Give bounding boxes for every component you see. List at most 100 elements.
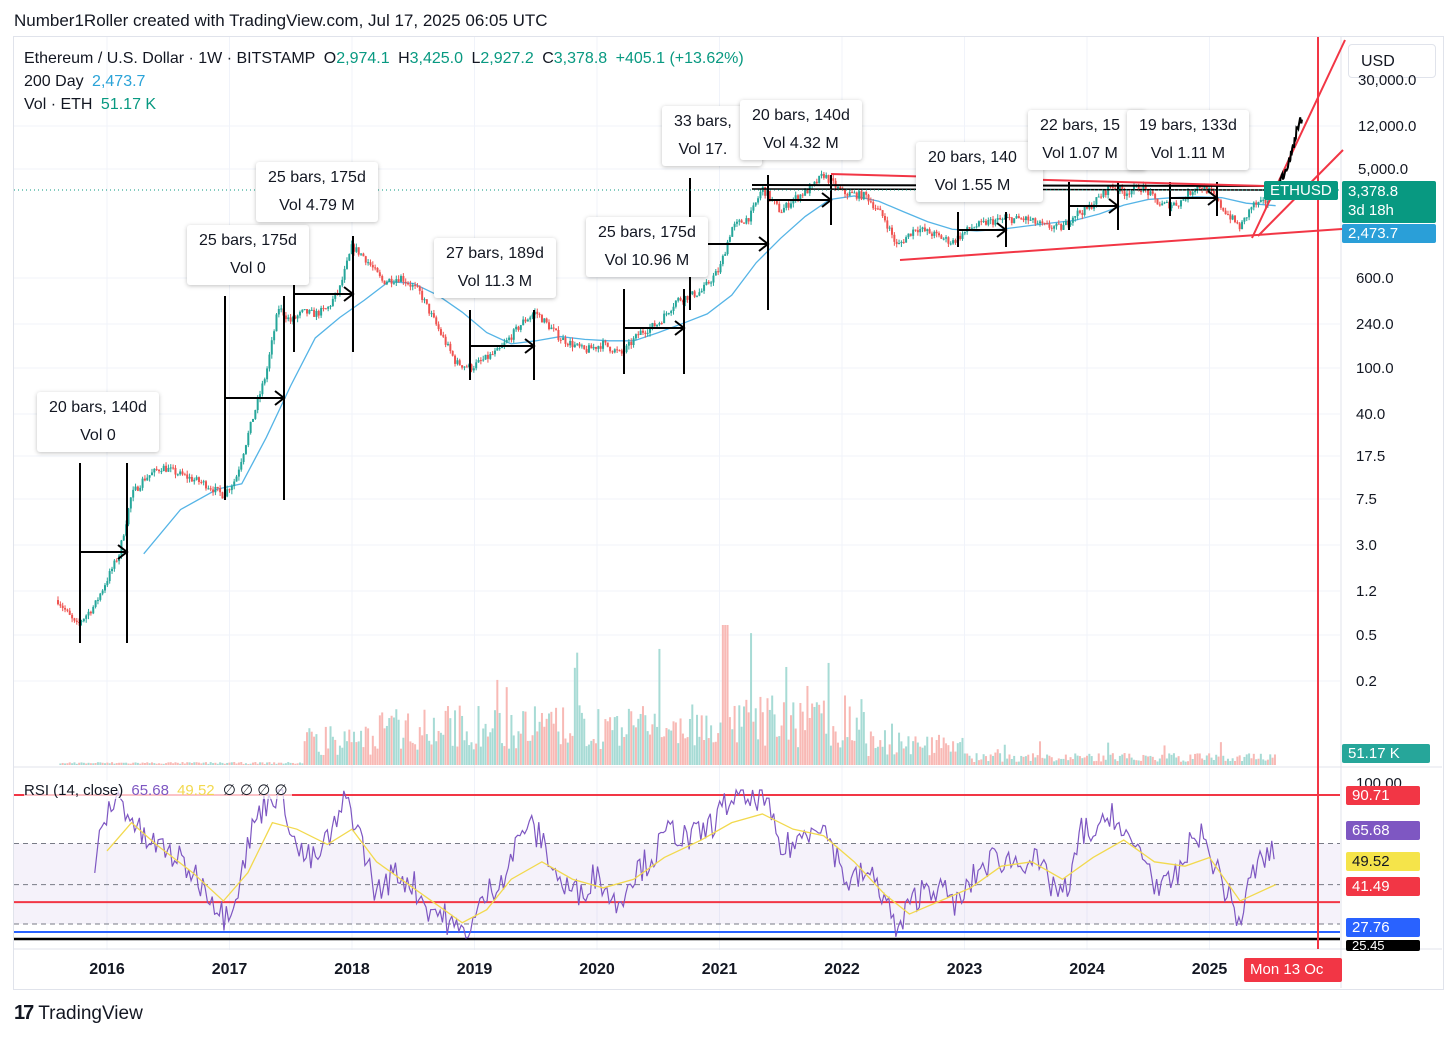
candle-body [738, 220, 741, 222]
candle-body [228, 489, 231, 491]
candle-body [945, 237, 948, 239]
volume-bar [317, 751, 320, 765]
candle-body [1053, 226, 1056, 229]
volume-bar [392, 717, 395, 765]
candle-body [996, 218, 999, 220]
candle-body [548, 322, 551, 330]
volume-bar [1046, 754, 1049, 765]
volume-bar [479, 746, 482, 765]
candle-body [369, 262, 372, 266]
volume-bar [775, 736, 778, 765]
candle-body [251, 418, 254, 422]
volume-bar [761, 712, 764, 765]
volume-bar [388, 718, 391, 765]
candle-body [1013, 218, 1016, 224]
candle-body [1161, 203, 1164, 206]
volume-bar [334, 739, 337, 765]
tradingview-logo[interactable]: 17 TradingView [14, 1002, 143, 1025]
ma-label: 200 Day [24, 73, 84, 90]
volume-bar [909, 754, 912, 765]
range-annotation[interactable]: 20 bars, 140d Vol 4.32 M [740, 100, 862, 160]
volume-bar [155, 763, 158, 765]
candle-body [310, 309, 313, 311]
volume-bar [71, 763, 74, 765]
volume-bar [524, 711, 527, 765]
low-label: L [471, 50, 481, 67]
candle-body [242, 453, 245, 462]
volume-bar [409, 741, 412, 765]
volume-bar [118, 762, 121, 765]
low-value: 2,927.2 [480, 50, 534, 67]
volume-bar [1050, 757, 1053, 765]
range-annotation[interactable]: 25 bars, 175d Vol 0 [187, 225, 309, 285]
volume-bar [916, 742, 919, 765]
rsi-legend[interactable]: RSI (14, close) 65.68 49.52 ∅ ∅ ∅ ∅ [24, 781, 292, 799]
volume-bar [1219, 742, 1222, 765]
candle-body [57, 600, 59, 605]
volume-bar [197, 762, 200, 765]
range-annotation[interactable]: 25 bars, 175d Vol 10.96 M [586, 217, 708, 277]
candle-body [400, 276, 402, 282]
range-annotation[interactable]: 20 bars, 140d Vol 0 [37, 392, 159, 452]
volume-legend[interactable]: Vol · ETH 51.17 K [24, 96, 160, 114]
volume-bar [378, 715, 381, 765]
range-annotation[interactable]: 20 bars, 140 Vol 1.55 M [916, 142, 1043, 202]
annotation-bars: 20 bars, 140d [49, 399, 147, 416]
candle-body [888, 227, 891, 229]
volume-bar [649, 734, 652, 765]
volume-bar [764, 745, 767, 765]
volume-bar [475, 743, 478, 765]
volume-bar [618, 745, 621, 765]
candle-body [446, 343, 449, 345]
candle-body [1222, 207, 1225, 211]
last-price-value: 3,378.8 [1348, 183, 1399, 200]
candle-body [959, 235, 962, 239]
currency-selector[interactable]: USD [1348, 44, 1436, 78]
candle-body [315, 310, 318, 317]
volume-bar [1241, 761, 1244, 765]
volume-bar [1111, 753, 1114, 765]
candle-body [136, 486, 139, 491]
candle-body [820, 173, 823, 176]
volume-bar [195, 762, 198, 765]
close-value: 3,378.8 [553, 50, 608, 67]
volume-bar [853, 740, 856, 765]
volume-bar [1165, 758, 1168, 765]
candle-body [486, 354, 489, 359]
candle-body [355, 247, 358, 252]
range-annotation[interactable]: 25 bars, 175d Vol 4.79 M [256, 162, 378, 222]
candle-body [891, 227, 894, 235]
candle-body [129, 497, 132, 509]
volume-bar [526, 740, 529, 765]
ma-legend[interactable]: 200 Day 2,473.7 [24, 73, 149, 91]
range-annotation[interactable]: 27 bars, 189d Vol 11.3 M [434, 238, 556, 298]
range-annotation[interactable]: 22 bars, 15 Vol 1.07 M [1028, 110, 1147, 170]
candle-body [1250, 207, 1253, 210]
close-label: C [542, 50, 554, 67]
candle-body [341, 279, 344, 286]
volume-bar [860, 699, 863, 765]
volume-bar [353, 731, 356, 765]
volume-bar [1128, 753, 1131, 765]
volume-bar [338, 745, 341, 765]
candle-body [1010, 217, 1013, 224]
candle-body [552, 327, 555, 329]
candle-body [590, 345, 593, 349]
volume-bar [750, 633, 753, 765]
candle-body [754, 202, 757, 206]
volume-bar [839, 747, 842, 765]
candle-body [660, 323, 663, 325]
symbol-name[interactable]: Ethereum / U.S. Dollar · 1W · BITSTAMP [24, 50, 316, 67]
candle-body [912, 229, 915, 236]
candle-body [1238, 223, 1241, 230]
range-annotation[interactable]: 19 bars, 133d Vol 1.11 M [1127, 110, 1249, 170]
volume-bar [801, 711, 804, 765]
candle-body [1144, 185, 1147, 190]
candle-body [353, 244, 356, 252]
candle-body [392, 282, 395, 284]
candle-body [900, 241, 903, 244]
candle-body [1097, 196, 1100, 198]
volume-bar [1170, 754, 1173, 765]
volume-bar [1172, 753, 1175, 765]
volume-bar [930, 737, 933, 765]
